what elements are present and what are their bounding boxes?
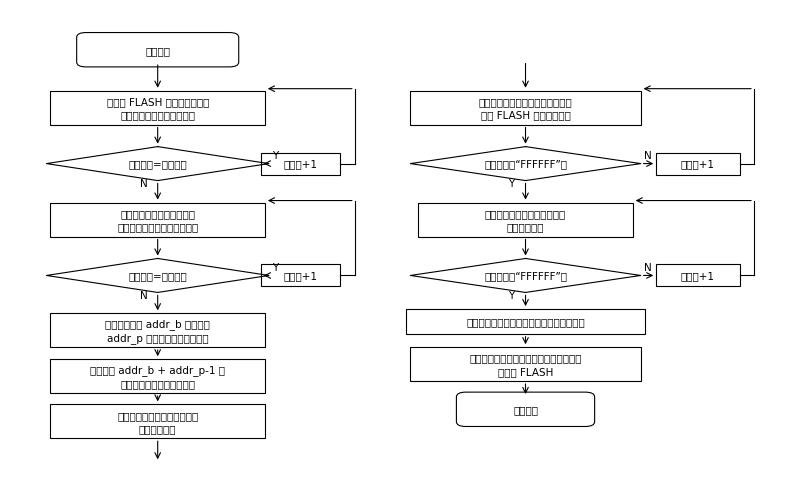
Text: 此时的块地址 addr_b 和页地址
addr_p 为索引文件的存放地址: 此时的块地址 addr_b 和页地址 addr_p 为索引文件的存放地址 bbox=[106, 318, 210, 343]
Text: 块地址+1: 块地址+1 bbox=[284, 159, 318, 169]
Text: 从上次数据的首地址开始按块读回
存储 FLASH 至少三个字节: 从上次数据的首地址开始按块读回 存储 FLASH 至少三个字节 bbox=[478, 97, 572, 120]
Text: 向控制板读取时间信息，按索引帧格式写
入索引 FLASH: 向控制板读取时间信息，按索引帧格式写 入索引 FLASH bbox=[470, 353, 582, 376]
Bar bbox=[50, 203, 265, 237]
Bar bbox=[410, 348, 641, 381]
Text: 前三字节＝“FFFFFF”？: 前三字节＝“FFFFFF”？ bbox=[484, 159, 567, 169]
Text: 将此块地址和页地址作为本次数据的首地址: 将此块地址和页地址作为本次数据的首地址 bbox=[466, 317, 585, 327]
Text: N: N bbox=[140, 290, 148, 301]
Text: 前两字节=头标志？: 前两字节=头标志？ bbox=[128, 159, 187, 169]
Bar bbox=[50, 360, 265, 393]
Text: 页地址+1: 页地址+1 bbox=[284, 271, 318, 281]
Polygon shape bbox=[410, 147, 641, 181]
Text: 前三字节＝“FFFFFF”？: 前三字节＝“FFFFFF”？ bbox=[484, 271, 567, 281]
Bar bbox=[50, 314, 265, 348]
Text: 页地址+1: 页地址+1 bbox=[681, 271, 715, 281]
Text: 读取地址 addr_b + addr_p-1 的
索引文件，即上次索引文件: 读取地址 addr_b + addr_p-1 的 索引文件，即上次索引文件 bbox=[90, 364, 225, 388]
Polygon shape bbox=[410, 259, 641, 293]
Text: 上电开始: 上电开始 bbox=[145, 45, 170, 56]
Text: 建立结束: 建立结束 bbox=[513, 405, 538, 414]
Bar bbox=[261, 153, 341, 175]
Polygon shape bbox=[46, 259, 269, 293]
Text: N: N bbox=[644, 151, 652, 161]
Bar bbox=[50, 91, 265, 125]
Bar bbox=[418, 203, 633, 237]
Bar bbox=[50, 405, 265, 439]
Text: N: N bbox=[644, 263, 652, 272]
FancyBboxPatch shape bbox=[457, 393, 594, 426]
Bar bbox=[656, 153, 740, 175]
Text: 从索引 FLASH 第一块第一页读
回至少两个字节的索引文件: 从索引 FLASH 第一块第一页读 回至少两个字节的索引文件 bbox=[106, 97, 209, 120]
Text: 返回至上个块的第一页，读取
至少三个字节: 返回至上个块的第一页，读取 至少三个字节 bbox=[485, 209, 566, 232]
Polygon shape bbox=[46, 147, 269, 181]
Text: N: N bbox=[140, 179, 148, 189]
Bar bbox=[261, 265, 341, 287]
Text: 前两字节=头标志？: 前两字节=头标志？ bbox=[128, 271, 187, 281]
Text: Y: Y bbox=[508, 290, 514, 301]
Text: Y: Y bbox=[272, 151, 278, 161]
Text: Y: Y bbox=[272, 263, 278, 272]
Text: 块地址+1: 块地址+1 bbox=[681, 159, 715, 169]
Bar bbox=[656, 265, 740, 287]
Text: 返回至上个块地址的第一页
读回至少两个字节的索引文件: 返回至上个块地址的第一页 读回至少两个字节的索引文件 bbox=[117, 209, 198, 232]
Bar bbox=[410, 91, 641, 125]
Text: Y: Y bbox=[508, 179, 514, 189]
FancyBboxPatch shape bbox=[77, 33, 238, 68]
Bar bbox=[406, 309, 645, 334]
Text: 根据上次索引文件找上次数据
文件的首地址: 根据上次索引文件找上次数据 文件的首地址 bbox=[117, 410, 198, 433]
